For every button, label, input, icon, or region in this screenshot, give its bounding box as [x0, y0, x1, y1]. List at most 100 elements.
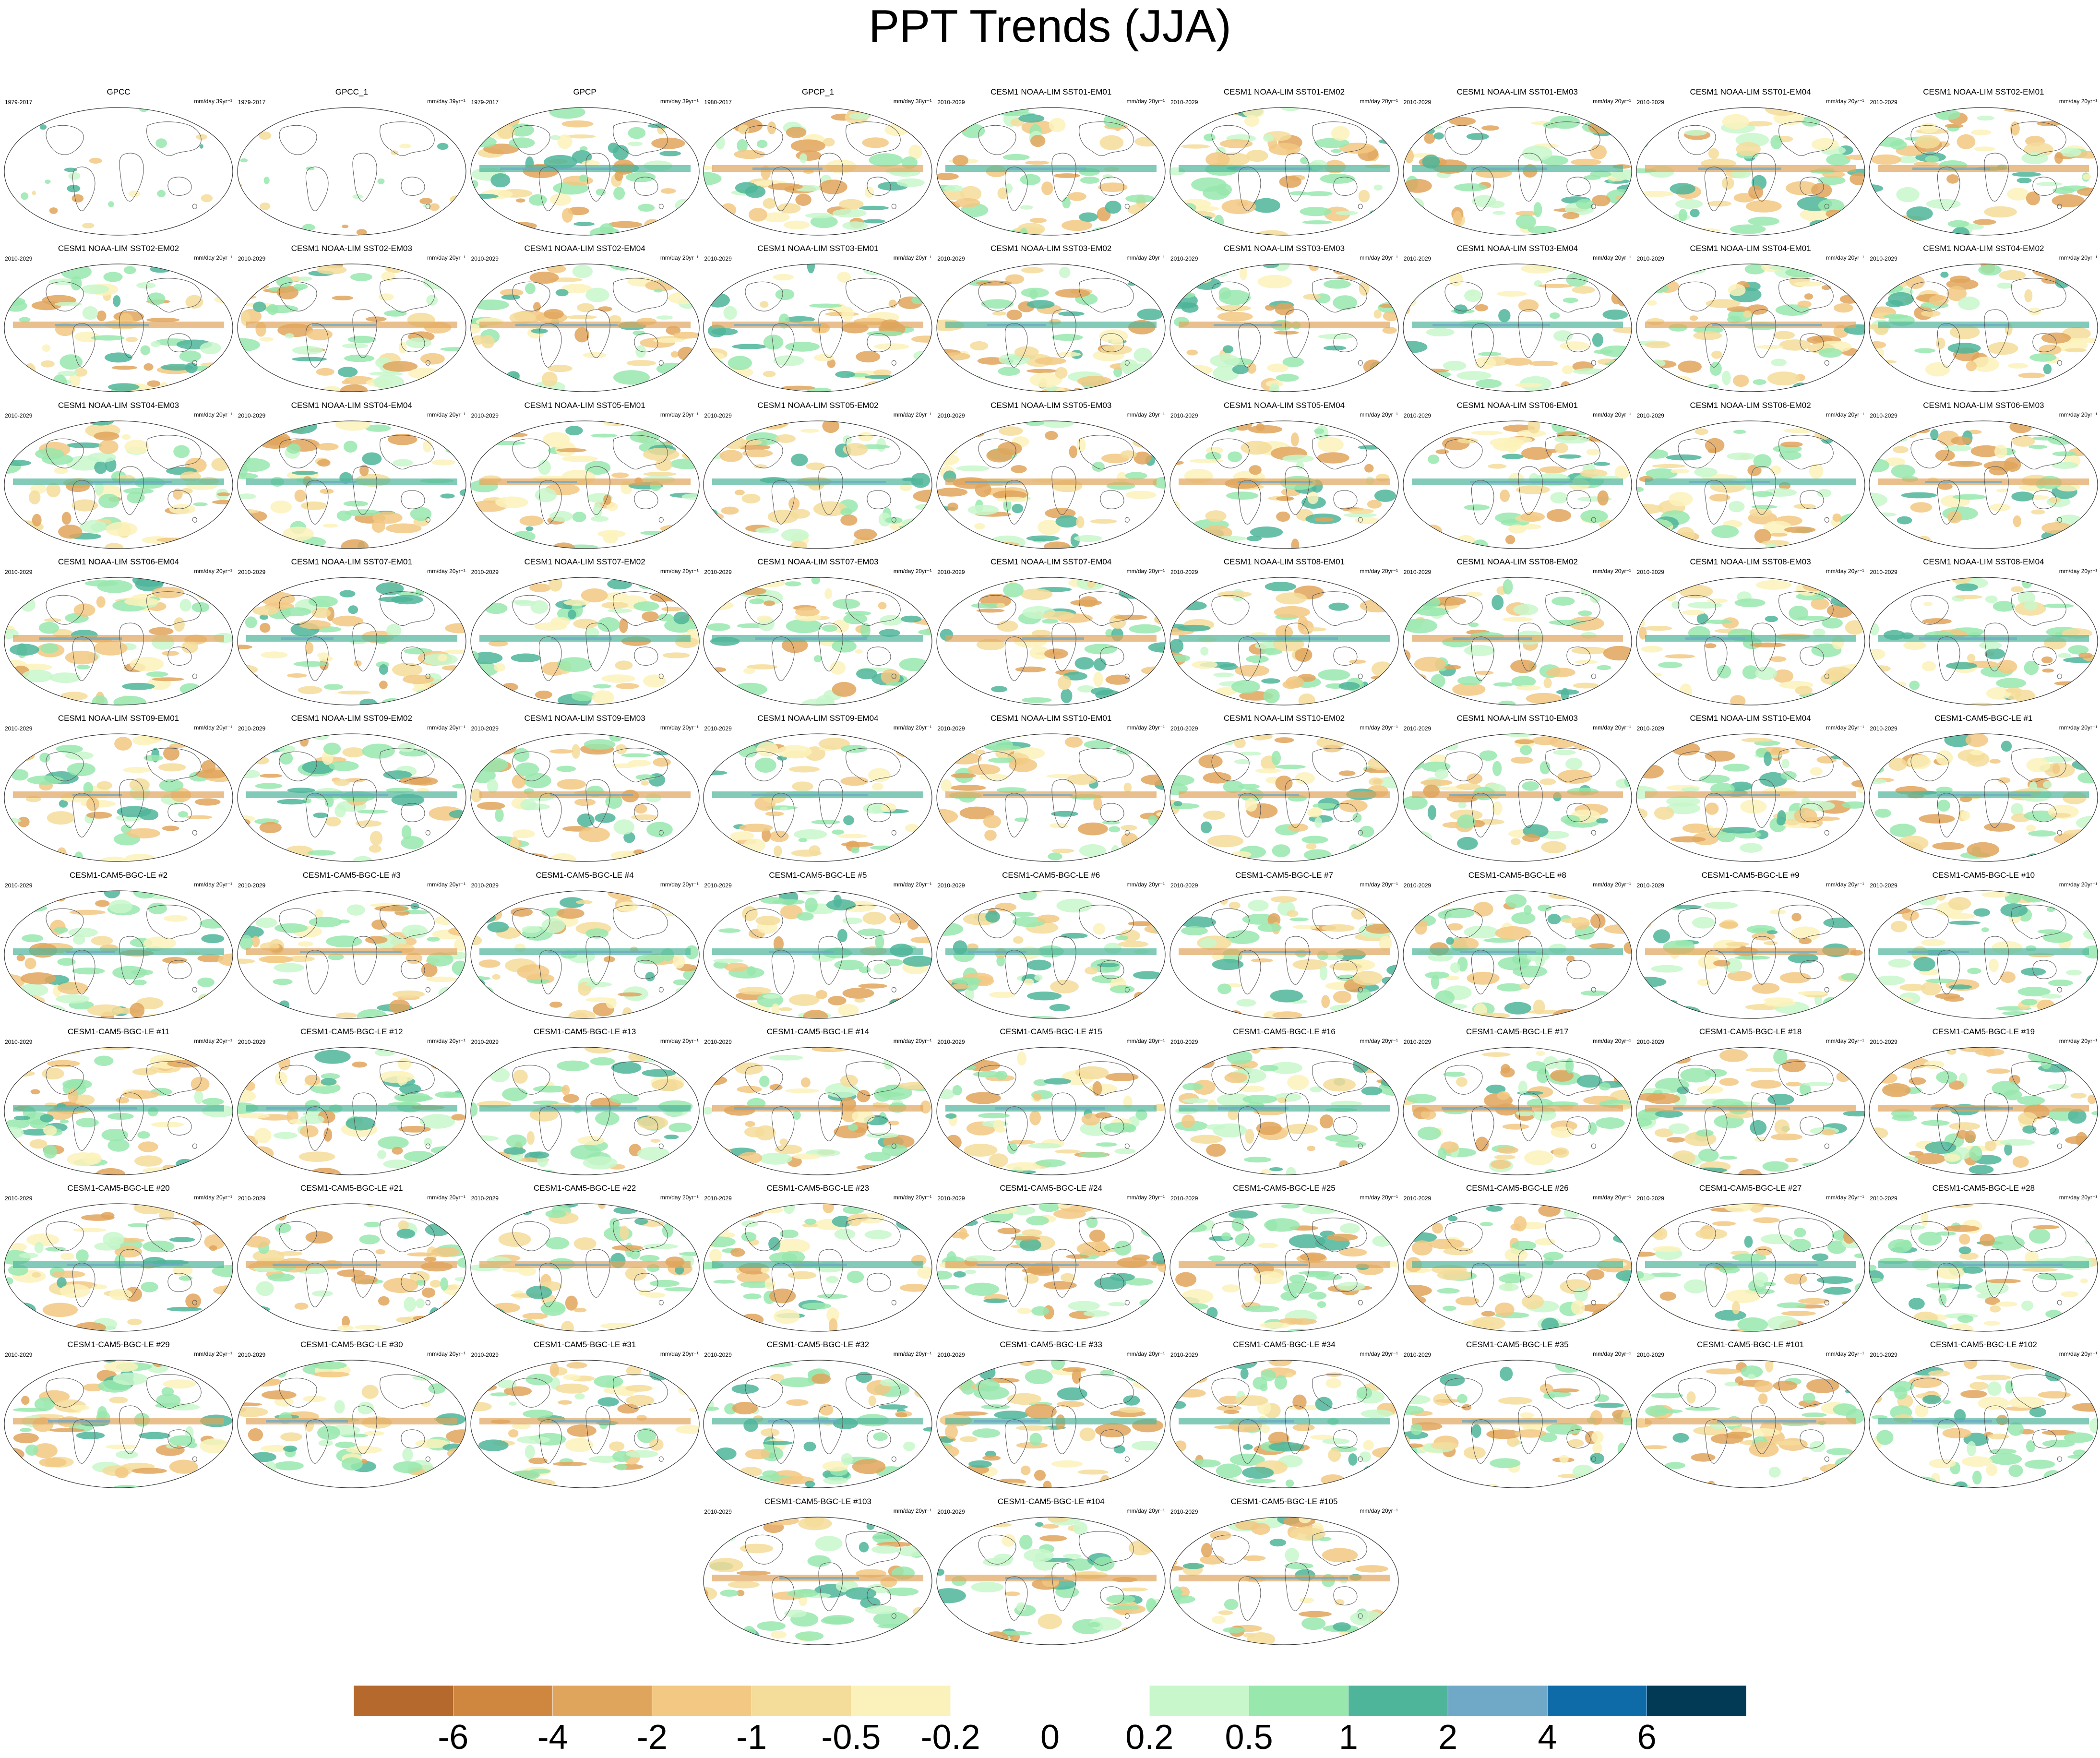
panel-period: 2010-2029 [704, 882, 732, 889]
map-plot [1403, 577, 1632, 706]
panel-title: CESM1 NOAA-LIM SST04-EM03 [58, 400, 179, 410]
map-panel: CESM1-CAM5-BGC-LE #17 2010-2029 mm/day 20y… [1401, 1027, 1634, 1177]
map-panel: CESM1-CAM5-BGC-LE #104 2010-2029 mm/day 20… [934, 1497, 1168, 1647]
map-plot [1403, 890, 1632, 1019]
panel-units: mm/day 20yr⁻¹ [427, 1351, 465, 1358]
map-panel: CESM1 NOAA-LIM SST01-EM02 2010-2029 mm/day… [1168, 87, 1401, 237]
panel-title: CESM1-CAM5-BGC-LE #5 [769, 870, 867, 880]
panel-period: 2010-2029 [471, 412, 499, 419]
colorbar-tick-label: 1 [1338, 1718, 1358, 1757]
panel-title: CESM1 NOAA-LIM SST01-EM03 [1456, 87, 1578, 96]
map-plot [936, 1203, 1166, 1332]
panel-units: mm/day 20yr⁻¹ [1360, 567, 1398, 574]
panel-units: mm/day 20yr⁻¹ [1360, 254, 1398, 262]
colorbar-box [1249, 1686, 1349, 1716]
map-plot [4, 1360, 233, 1488]
panel-title: CESM1 NOAA-LIM SST02-EM01 [1923, 87, 2044, 96]
map-panel: CESM1 NOAA-LIM SST09-EM02 2010-2029 mm/day… [235, 714, 468, 863]
panel-period: 2010-2029 [1403, 568, 1432, 575]
map-panel: CESM1 NOAA-LIM SST09-EM03 2010-2029 mm/day… [468, 714, 702, 863]
map-panel: CESM1-CAM5-BGC-LE #8 2010-2029 mm/day 20yr… [1401, 871, 1634, 1020]
colorbar-box [950, 1686, 1050, 1716]
panel-units: mm/day 20yr⁻¹ [194, 567, 232, 574]
panel-period: 2010-2029 [1403, 1038, 1432, 1045]
panel-title: CESM1-CAM5-BGC-LE #102 [1930, 1340, 2037, 1350]
map-plot [470, 577, 700, 706]
panel-period: 1979-2017 [5, 99, 33, 106]
map-panel: CESM1 NOAA-LIM SST02-EM01 2010-2029 mm/day… [1867, 87, 2100, 237]
map-panel: CESM1-CAM5-BGC-LE #15 2010-2029 mm/day 20y… [934, 1027, 1168, 1177]
panel-units: mm/day 20yr⁻¹ [1126, 724, 1165, 731]
map-panel: CESM1 NOAA-LIM SST04-EM01 2010-2029 mm/day… [1634, 244, 1867, 394]
panel-title: CESM1-CAM5-BGC-LE #104 [997, 1496, 1105, 1506]
panel-title: CESM1 NOAA-LIM SST02-EM03 [291, 244, 412, 253]
panel-title: CESM1-CAM5-BGC-LE #12 [300, 1027, 403, 1036]
panel-title: CESM1 NOAA-LIM SST02-EM04 [524, 244, 645, 253]
map-panel: CESM1 NOAA-LIM SST04-EM02 2010-2029 mm/day… [1867, 244, 2100, 394]
panel-units: mm/day 20yr⁻¹ [1826, 411, 1864, 418]
map-plot [1869, 577, 2098, 706]
map-panel: GPCP 1979-2017 mm/day 39yr⁻¹ [468, 87, 702, 237]
panel-title: CESM1-CAM5-BGC-LE #10 [1932, 870, 2035, 880]
map-plot [1169, 1203, 1399, 1332]
panel-title: CESM1-CAM5-BGC-LE #22 [533, 1184, 636, 1193]
map-panel: CESM1 NOAA-LIM SST08-EM03 2010-2029 mm/day… [1634, 557, 1867, 707]
map-plot [1403, 420, 1632, 549]
map-panel: CESM1 NOAA-LIM SST03-EM04 2010-2029 mm/day… [1401, 244, 1634, 394]
panel-title: CESM1 NOAA-LIM SST08-EM01 [1223, 557, 1345, 566]
colorbar-tick-label: -2 [636, 1718, 668, 1757]
map-plot [1169, 1517, 1399, 1645]
panel-period: 2010-2029 [5, 725, 33, 732]
panel-units: mm/day 39yr⁻¹ [660, 98, 699, 105]
map-panel: CESM1-CAM5-BGC-LE #34 2010-2029 mm/day 20y… [1168, 1340, 1401, 1490]
panel-title: CESM1 NOAA-LIM SST05-EM03 [990, 400, 1112, 410]
colorbar-tick-label: -4 [537, 1718, 568, 1757]
map-plot [237, 263, 466, 392]
map-panel: CESM1 NOAA-LIM SST02-EM04 2010-2029 mm/day… [468, 244, 702, 394]
panel-title: CESM1-CAM5-BGC-LE #31 [533, 1340, 636, 1350]
map-plot [1869, 733, 2098, 862]
panel-units: mm/day 20yr⁻¹ [194, 881, 232, 888]
panel-units: mm/day 20yr⁻¹ [1826, 1351, 1864, 1358]
map-panel: CESM1 NOAA-LIM SST04-EM03 2010-2029 mm/day… [2, 401, 235, 550]
panel-title: CESM1 NOAA-LIM SST06-EM03 [1923, 400, 2044, 410]
panel-title: CESM1-CAM5-BGC-LE #1 [1934, 714, 2033, 723]
panel-title: CESM1 NOAA-LIM SST10-EM01 [990, 714, 1112, 723]
panel-period: 2010-2029 [1870, 1195, 1897, 1202]
map-panel: CESM1 NOAA-LIM SST04-EM04 2010-2029 mm/day… [235, 401, 468, 550]
map-plot [1403, 107, 1632, 236]
map-panel: CESM1-CAM5-BGC-LE #3 2010-2029 mm/day 20yr… [235, 871, 468, 1020]
panel-title: CESM1-CAM5-BGC-LE #2 [69, 870, 168, 880]
panel-title: CESM1 NOAA-LIM SST09-EM03 [524, 714, 645, 723]
map-panel: CESM1 NOAA-LIM SST10-EM02 2010-2029 mm/day… [1168, 714, 1401, 863]
panel-title: CESM1-CAM5-BGC-LE #13 [533, 1027, 636, 1036]
map-plot [237, 1047, 466, 1175]
panel-title: CESM1 NOAA-LIM SST10-EM03 [1456, 714, 1578, 723]
map-plot [237, 890, 466, 1019]
panel-period: 2010-2029 [5, 568, 33, 575]
map-panel: CESM1-CAM5-BGC-LE #24 2010-2029 mm/day 20y… [934, 1184, 1168, 1333]
panel-title: GPCP [573, 87, 597, 96]
map-plot [4, 107, 233, 236]
map-plot [1635, 1203, 1865, 1332]
panel-units: mm/day 20yr⁻¹ [1593, 254, 1631, 262]
panel-units: mm/day 20yr⁻¹ [893, 1507, 932, 1514]
panel-title: CESM1 NOAA-LIM SST08-EM03 [1690, 557, 1811, 566]
panel-period: 2010-2029 [1170, 1195, 1198, 1202]
panel-period: 2010-2029 [5, 1038, 33, 1045]
panel-title: CESM1 NOAA-LIM SST09-EM04 [757, 714, 879, 723]
panel-units: mm/day 20yr⁻¹ [1126, 411, 1165, 418]
panel-period: 2010-2029 [1870, 99, 1897, 106]
map-panel: CESM1 NOAA-LIM SST06-EM04 2010-2029 mm/day… [2, 557, 235, 707]
map-panel: GPCP_1 1980-2017 mm/day 38yr⁻¹ [701, 87, 934, 237]
panel-period: 2010-2029 [937, 1351, 965, 1359]
map-panel: CESM1 NOAA-LIM SST06-EM02 2010-2029 mm/day… [1634, 401, 1867, 550]
panel-period: 2010-2029 [1170, 1351, 1198, 1359]
panel-units: mm/day 20yr⁻¹ [194, 1194, 232, 1201]
panel-units: mm/day 20yr⁻¹ [427, 881, 465, 888]
map-plot [936, 420, 1166, 549]
panel-units: mm/day 20yr⁻¹ [1826, 1194, 1864, 1201]
panel-period: 2010-2029 [238, 1038, 266, 1045]
map-plot [703, 263, 932, 392]
panel-title: CESM1 NOAA-LIM SST03-EM01 [757, 244, 879, 253]
